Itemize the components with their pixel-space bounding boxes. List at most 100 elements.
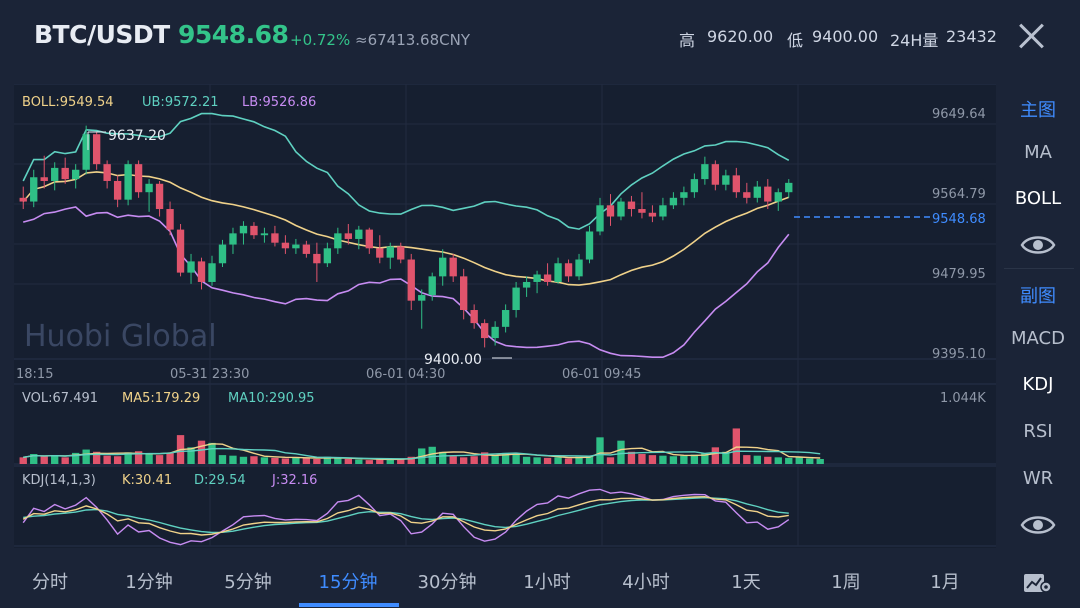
candle-body — [606, 205, 615, 217]
tab-1day[interactable]: 1天 — [731, 572, 761, 593]
volume-bar — [313, 459, 321, 464]
volume-bar — [732, 428, 740, 464]
candle-body — [344, 233, 352, 239]
sub-chart-heading: 副图 — [1020, 286, 1056, 307]
candle-body — [564, 263, 573, 277]
candle-body — [428, 276, 436, 296]
candle-body — [197, 261, 206, 282]
kdj-k-line — [22, 495, 789, 536]
volume-bar — [166, 452, 174, 464]
candle-body — [313, 253, 321, 264]
volume-bar — [197, 440, 206, 464]
volume-bar — [533, 457, 541, 464]
candle-body — [30, 177, 38, 202]
candle-body — [554, 263, 562, 282]
time-axis-tick: 06-01 09:45 — [562, 367, 641, 382]
min-price-label: 9400.00 — [424, 352, 482, 368]
indicator-ma[interactable]: MA — [1024, 142, 1052, 163]
close-icon[interactable] — [1014, 18, 1050, 54]
candle-body — [407, 259, 415, 301]
tab-1hour[interactable]: 1小时 — [523, 572, 571, 593]
kline-chart[interactable]: Huobi Global BOLL:9549.54 UB:9572.21 LB:… — [14, 84, 996, 548]
candle-body — [732, 175, 740, 193]
candle-body — [176, 229, 185, 273]
boll-bands — [22, 112, 790, 359]
volume-bar — [439, 451, 447, 464]
lb-label: LB:9526.86 — [242, 95, 316, 110]
volume-bar — [113, 456, 122, 464]
indicator-menu: 主图 MA BOLL 副图 MACD KDJ RSI WR — [996, 84, 1080, 554]
candle-body — [134, 164, 143, 193]
tab-1min[interactable]: 1分钟 — [125, 572, 173, 593]
volume-bar — [659, 455, 667, 464]
chart-canvas[interactable]: Huobi Global BOLL:9549.54 UB:9572.21 LB:… — [14, 84, 996, 548]
tab-15min[interactable]: 15分钟 — [318, 572, 378, 593]
candle-body — [680, 192, 688, 198]
candle-body — [302, 244, 311, 254]
volume-bar — [260, 457, 269, 464]
candle-body — [638, 209, 646, 213]
vol-label: VOL:67.491 — [22, 391, 98, 406]
candle-body — [501, 310, 510, 327]
volume-bar — [690, 454, 699, 464]
indicator-rsi[interactable]: RSI — [1023, 421, 1053, 442]
candle-body — [323, 248, 332, 264]
indicator-kdj[interactable]: KDJ — [1022, 374, 1054, 395]
volume-bar — [271, 457, 279, 464]
volume-bar — [428, 446, 436, 464]
volume-bar — [606, 457, 615, 464]
tab-5min[interactable]: 5分钟 — [224, 572, 272, 593]
volume-bar — [376, 459, 384, 464]
volume-bar — [543, 457, 552, 464]
candle-body — [376, 248, 384, 258]
candle-body — [355, 229, 363, 239]
tab-timeshare[interactable]: 分时 — [32, 572, 68, 593]
candle-body — [491, 326, 499, 339]
candle-body — [470, 310, 478, 324]
indicator-macd[interactable]: MACD — [1011, 328, 1065, 349]
volume-bar — [816, 459, 824, 464]
candle-body — [627, 201, 636, 210]
candle-body — [480, 323, 489, 339]
candle-body — [113, 180, 122, 200]
candle-body — [292, 244, 300, 249]
volume-bar — [40, 456, 48, 464]
candle-body — [743, 192, 751, 198]
chart-settings-icon[interactable] — [1022, 568, 1052, 594]
volume-bar — [124, 452, 132, 464]
eye-icon[interactable] — [1020, 513, 1056, 537]
volume-bar — [82, 449, 90, 464]
volume-bar — [19, 457, 27, 464]
price-axis-tick: 9479.95 — [932, 267, 986, 282]
volume-bars — [19, 428, 824, 464]
volume-bar — [218, 455, 227, 464]
watermark: Huobi Global — [24, 319, 217, 354]
trading-pair: BTC/USDT — [34, 20, 170, 49]
candle-body — [334, 233, 342, 249]
candle-body — [166, 209, 174, 230]
tab-1week[interactable]: 1周 — [831, 572, 861, 593]
indicator-wr[interactable]: WR — [1022, 468, 1054, 489]
volume-bar — [134, 451, 143, 464]
candle-body — [281, 242, 290, 249]
price-axis-tick: 9395.10 — [932, 347, 986, 362]
volume-value: 23432 — [946, 27, 997, 46]
kdj-d-label: D:29.54 — [194, 473, 246, 488]
volume-bar — [334, 458, 342, 464]
eye-icon[interactable] — [1020, 233, 1056, 257]
volume-bar — [722, 451, 730, 464]
candle-body — [386, 246, 394, 258]
candle-body — [722, 175, 730, 185]
volume-bar — [292, 457, 300, 464]
candle-body — [260, 233, 269, 236]
indicator-boll[interactable]: BOLL — [1014, 188, 1062, 209]
volume-bar — [397, 458, 405, 464]
candle-body — [418, 295, 426, 301]
tab-1month[interactable]: 1月 — [930, 572, 960, 593]
volume-bar — [774, 457, 782, 464]
tab-4hour[interactable]: 4小时 — [622, 572, 670, 593]
volume-bar — [785, 457, 793, 464]
volume-bar — [701, 453, 709, 464]
candle-body — [774, 192, 782, 202]
tab-30min[interactable]: 30分钟 — [417, 572, 477, 593]
